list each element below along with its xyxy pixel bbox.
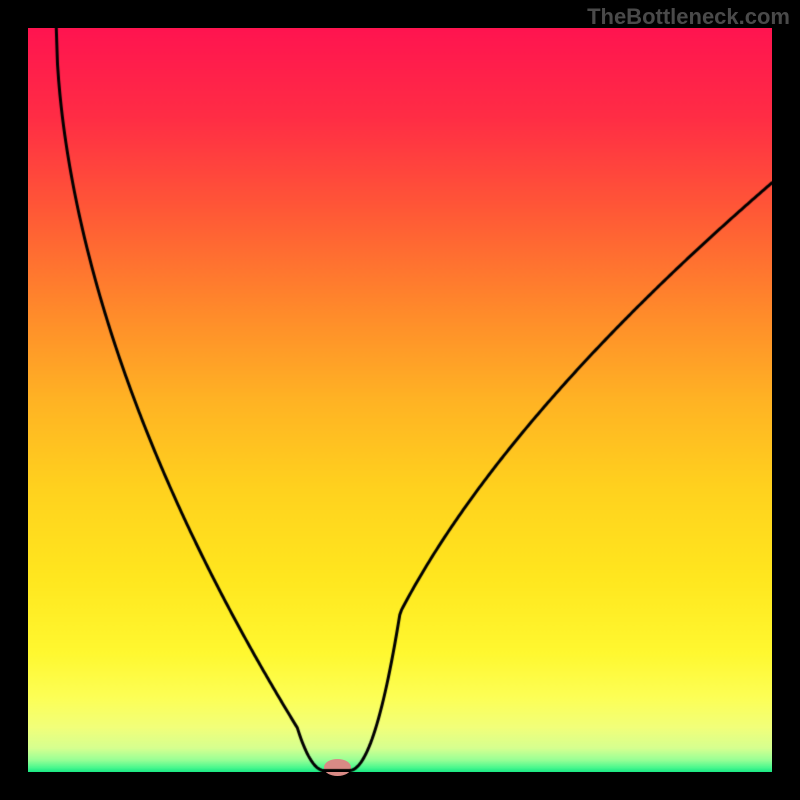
chart-container: TheBottleneck.com <box>0 0 800 800</box>
gradient-background <box>28 28 772 772</box>
plot-area <box>28 28 772 772</box>
watermark-text: TheBottleneck.com <box>587 4 790 30</box>
minimum-marker <box>324 759 351 775</box>
